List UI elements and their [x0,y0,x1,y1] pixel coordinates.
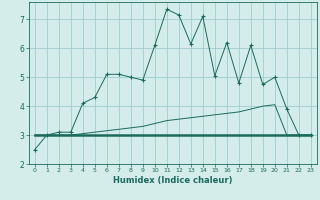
X-axis label: Humidex (Indice chaleur): Humidex (Indice chaleur) [113,176,233,185]
